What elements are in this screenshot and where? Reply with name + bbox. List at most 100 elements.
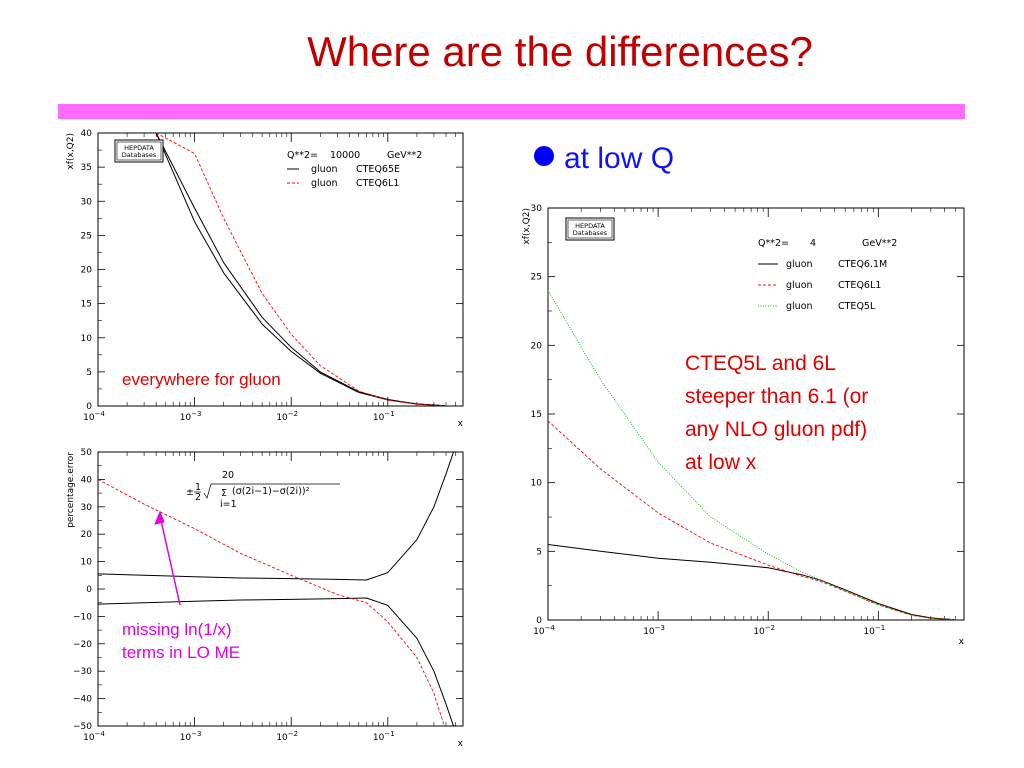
y-tick-label: 25 xyxy=(81,231,92,241)
annotation-everywhere: everywhere for gluon xyxy=(122,370,281,389)
hepdata-badge-inner xyxy=(567,219,613,239)
error-formula: ±12 20 Σi=1 (σ(2i−1)−σ(2i))² xyxy=(186,470,340,510)
plot-frame xyxy=(547,207,965,621)
annotation-arrow xyxy=(154,510,181,606)
legend-name: gluon xyxy=(311,164,338,175)
formula-half-den: 2 xyxy=(195,492,201,503)
plot-frame xyxy=(97,132,464,407)
y-tick-label: 10 xyxy=(531,479,543,489)
annotation-missing-terms-line1: missing ln(1/x) xyxy=(122,620,232,639)
series-line-2 xyxy=(155,133,447,406)
bullet-point: at low Q xyxy=(534,142,674,176)
legend-header-3: GeV**2 xyxy=(862,238,897,249)
series-line-1 xyxy=(98,452,455,581)
y-tick-label: 0 xyxy=(86,402,92,412)
y-tick-label: 5 xyxy=(536,547,542,557)
y-tick-label: 20 xyxy=(81,266,93,276)
y-tick-label: 0 xyxy=(86,585,92,595)
formula-body: (σ(2i−1)−σ(2i))² xyxy=(232,486,310,497)
x-tick-label: 10−1 xyxy=(373,730,395,743)
note-line-1: CTEQ5L and 6L xyxy=(685,352,836,375)
bullet-text: at low Q xyxy=(564,142,675,175)
hepdata-badge-line1: HEPDATA xyxy=(124,144,154,152)
formula-sum-lower: i=1 xyxy=(220,499,237,510)
legend-header-2: 4 xyxy=(810,238,816,249)
legend-name: gluon xyxy=(786,280,813,291)
y-tick-label: −30 xyxy=(73,667,92,677)
slide-title: Where are the differences? xyxy=(307,28,813,75)
annotation-missing-terms-line2: terms in LO ME xyxy=(122,643,241,662)
x-tick-label: 10−3 xyxy=(180,410,202,423)
arrow-head-icon xyxy=(154,510,165,525)
x-tick-label: 10−2 xyxy=(276,410,298,423)
hepdata-badge xyxy=(565,217,615,241)
legend-tag: CTEQ5L xyxy=(838,301,876,312)
formula-sum-icon: Σ xyxy=(221,488,227,499)
series-line-3 xyxy=(98,479,445,726)
formula-sum-upper: 20 xyxy=(222,470,234,481)
legend-header-2: 10000 xyxy=(330,150,360,161)
y-tick-label: 5 xyxy=(86,368,92,378)
x-axis-label: x xyxy=(458,739,464,749)
series-line-3 xyxy=(548,290,956,620)
y-tick-label: 35 xyxy=(81,163,92,173)
y-tick-label: −50 xyxy=(73,722,92,732)
legend-name: gluon xyxy=(311,178,338,189)
y-tick-label: 15 xyxy=(81,300,92,310)
formula-pm: ± xyxy=(186,487,194,498)
x-axis-label: x xyxy=(959,637,965,647)
x-tick-label: 10−2 xyxy=(753,624,775,637)
x-axis-label: x xyxy=(458,419,464,429)
y-tick-label: 40 xyxy=(81,475,93,485)
hepdata-badge-line2: Databases xyxy=(573,229,608,237)
y-tick-label: 15 xyxy=(531,410,542,420)
arrow-shaft xyxy=(159,515,181,606)
y-tick-label: 50 xyxy=(81,448,93,458)
legend-name: gluon xyxy=(786,301,813,312)
legend-name: gluon xyxy=(786,259,813,270)
x-tick-label: 10−3 xyxy=(643,624,665,637)
bullet-dot-icon xyxy=(534,146,554,166)
x-tick-label: 10−1 xyxy=(373,410,395,423)
y-axis-label: xf(x,Q2) xyxy=(522,208,532,245)
legend-header-1: Q**2= xyxy=(758,238,789,249)
note-line-4: at low x xyxy=(685,451,757,474)
title-divider-bar xyxy=(58,104,965,119)
note-line-2: steeper than 6.1 (or xyxy=(685,385,869,408)
y-tick-label: 20 xyxy=(81,530,93,540)
x-tick-label: 10−1 xyxy=(863,624,885,637)
legend-tag: CTEQ65E xyxy=(356,164,400,175)
legend-header-1: Q**2= xyxy=(287,150,318,161)
hepdata-badge-inner xyxy=(116,141,162,161)
legend-header-3: GeV**2 xyxy=(387,150,422,161)
series-line-1 xyxy=(155,133,447,406)
formula-half-num: 1 xyxy=(195,482,201,493)
y-tick-label: 30 xyxy=(531,204,543,214)
note-line-3: any NLO gluon pdf) xyxy=(685,418,868,441)
y-tick-label: 40 xyxy=(81,129,93,139)
y-tick-label: 0 xyxy=(536,616,542,626)
x-tick-label: 10−2 xyxy=(276,730,298,743)
y-axis-label: percentage.error xyxy=(66,452,76,528)
y-tick-label: 10 xyxy=(81,334,93,344)
y-tick-label: 25 xyxy=(531,273,542,283)
y-tick-label: −20 xyxy=(73,640,92,650)
hepdata-badge xyxy=(114,139,164,163)
formula-sqrt-icon xyxy=(203,483,340,499)
legend-tag: CTEQ6.1M xyxy=(838,259,887,270)
y-tick-label: 20 xyxy=(531,341,543,351)
series-line-2 xyxy=(98,597,455,726)
y-tick-label: 10 xyxy=(81,558,93,568)
x-tick-label: 10−3 xyxy=(180,730,202,743)
y-tick-label: 30 xyxy=(81,503,93,513)
y-axis-label: xf(x,Q2) xyxy=(66,133,76,170)
hepdata-badge-line1: HEPDATA xyxy=(575,222,605,230)
hepdata-badge-line2: Databases xyxy=(122,151,157,159)
y-tick-label: −10 xyxy=(73,612,92,622)
series-line-1 xyxy=(548,544,956,620)
legend-tag: CTEQ6L1 xyxy=(356,178,399,189)
y-tick-label: 30 xyxy=(81,197,93,207)
y-tick-label: −40 xyxy=(73,695,92,705)
series-line-3 xyxy=(155,133,447,406)
